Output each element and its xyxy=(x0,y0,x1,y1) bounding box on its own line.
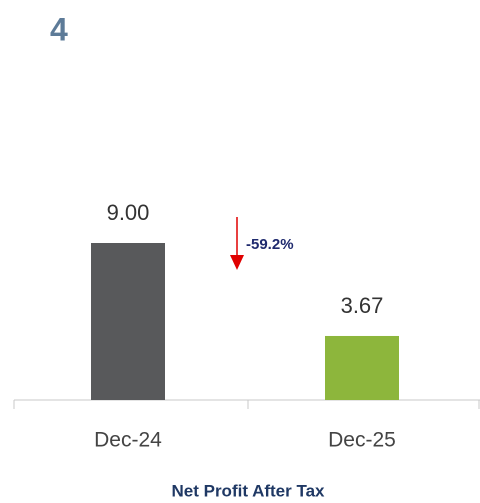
chart-title: Net Profit After Tax xyxy=(171,481,325,500)
value-label: 9.00 xyxy=(107,200,150,225)
x-tick-label: Dec-24 xyxy=(94,429,162,452)
change-label: -59.2% xyxy=(246,236,294,253)
bar xyxy=(91,243,165,400)
value-label: 3.67 xyxy=(341,293,384,318)
bar xyxy=(325,335,399,400)
change-arrow-head xyxy=(230,255,244,270)
x-tick-label: Dec-25 xyxy=(328,429,396,452)
badge: 4 xyxy=(50,11,68,47)
